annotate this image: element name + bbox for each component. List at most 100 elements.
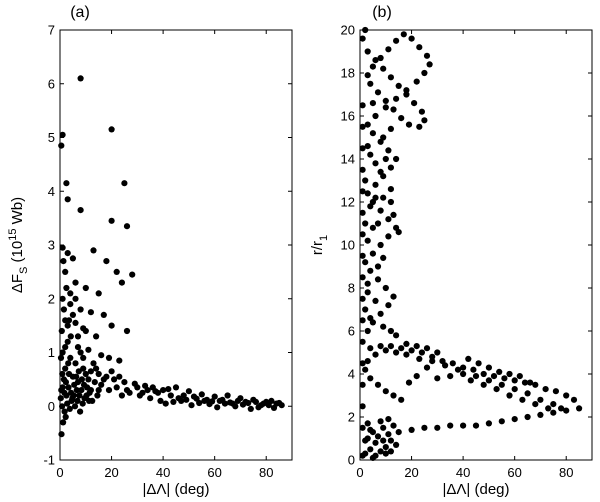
- data-point-a-25: [87, 309, 94, 316]
- data-point-a-73: [162, 400, 169, 407]
- data-point-b-17: [382, 450, 389, 457]
- data-point-a-102: [91, 379, 98, 386]
- data-point-b-148: [367, 80, 374, 87]
- data-point-a-38: [116, 357, 123, 364]
- data-point-b-2: [372, 439, 379, 446]
- data-point-b-180: [359, 123, 366, 130]
- data-point-a-124: [105, 387, 113, 394]
- data-point-a-176: [234, 397, 241, 404]
- data-point-a-147: [59, 370, 66, 378]
- panel-a-x-ticks: 0 20 40 60 80: [56, 30, 273, 480]
- data-point-b-141: [408, 35, 415, 42]
- y-tick-label: 12: [341, 195, 355, 210]
- data-point-b-93: [405, 379, 413, 386]
- data-point-b-75: [493, 386, 500, 393]
- data-point-a-4: [63, 180, 70, 187]
- data-point-b-66: [511, 386, 518, 393]
- data-point-b-9: [380, 424, 387, 431]
- data-point-a-129: [62, 344, 69, 351]
- data-point-a-126: [118, 392, 125, 399]
- data-point-b-210: [364, 143, 371, 150]
- y-tick-label: 1: [48, 345, 55, 360]
- data-point-b-100: [506, 370, 513, 378]
- data-point-b-181: [359, 102, 366, 109]
- data-point-a-120: [74, 379, 82, 386]
- data-point-b-60: [434, 375, 441, 382]
- data-point-b-29: [460, 422, 467, 429]
- data-point-b-173: [359, 274, 366, 281]
- x-tick-label: 0: [356, 465, 363, 480]
- data-point-a-164: [134, 384, 141, 391]
- data-point-a-171: [193, 395, 200, 402]
- panel-b-ylabel-sub: 1: [318, 235, 330, 241]
- data-point-b-103: [434, 349, 441, 356]
- data-point-b-206: [387, 198, 394, 206]
- data-point-b-185: [372, 297, 379, 304]
- data-point-b-190: [369, 224, 376, 231]
- data-point-b-117: [377, 241, 384, 249]
- data-point-b-101: [516, 373, 523, 380]
- data-point-b-145: [377, 54, 384, 62]
- data-point-b-205: [382, 155, 389, 163]
- y-tick-label: 20: [341, 23, 355, 38]
- data-point-b-20: [364, 420, 371, 427]
- y-tick-label: 0: [348, 453, 355, 468]
- data-point-a-158: [86, 397, 93, 404]
- data-point-a-170: [183, 396, 190, 403]
- panel-a-x-axis-label: |ΔΛ| (deg): [142, 481, 209, 498]
- data-point-b-89: [374, 381, 382, 388]
- x-tick-label: 60: [207, 465, 221, 480]
- data-point-a-107: [66, 405, 73, 412]
- data-point-a-47: [121, 379, 128, 386]
- data-point-b-44: [521, 379, 529, 386]
- data-point-a-41: [72, 360, 79, 367]
- data-point-a-72: [157, 397, 164, 404]
- data-point-b-40: [563, 392, 570, 399]
- data-point-a-0: [77, 75, 84, 82]
- data-point-b-131: [364, 121, 371, 128]
- data-point-b-24: [395, 429, 402, 436]
- data-point-b-144: [385, 46, 392, 53]
- data-point-a-12: [69, 255, 76, 262]
- data-point-b-116: [369, 250, 376, 257]
- data-point-a-23: [67, 301, 74, 308]
- data-point-a-150: [65, 384, 72, 391]
- data-point-b-81: [416, 355, 423, 362]
- data-point-b-191: [374, 220, 382, 227]
- data-point-b-197: [387, 125, 394, 132]
- data-point-b-139: [423, 52, 431, 59]
- data-point-a-130: [64, 322, 71, 329]
- data-point-a-111: [77, 408, 84, 415]
- data-point-b-38: [576, 405, 583, 412]
- y-tick-label: 2: [48, 291, 55, 306]
- data-point-a-6: [64, 196, 71, 203]
- data-point-a-81: [232, 403, 239, 410]
- y-tick-label: 3: [48, 238, 55, 253]
- data-point-a-106: [64, 400, 71, 407]
- data-point-a-179: [260, 400, 267, 407]
- panel-b-ylabel-main: r/r: [309, 241, 326, 255]
- data-point-a-138: [85, 376, 92, 383]
- data-point-a-19: [82, 284, 89, 292]
- data-point-b-82: [403, 351, 410, 358]
- data-point-b-80: [429, 358, 436, 365]
- x-tick-label: 40: [156, 465, 170, 480]
- data-point-b-121: [377, 207, 384, 214]
- data-point-b-95: [423, 364, 431, 371]
- data-point-b-143: [393, 37, 400, 44]
- data-point-a-152: [70, 392, 77, 399]
- data-point-a-35: [85, 346, 92, 353]
- data-point-b-39: [570, 396, 578, 403]
- panel-b-x-ticks: 0 20 40 60 80: [356, 30, 573, 480]
- x-tick-label: 20: [104, 465, 118, 480]
- x-tick-label: 20: [404, 465, 418, 480]
- data-point-b-135: [403, 87, 410, 94]
- data-point-a-153: [73, 373, 80, 380]
- data-point-b-102: [527, 379, 534, 386]
- data-point-a-110: [74, 397, 81, 404]
- data-point-b-158: [403, 91, 410, 98]
- data-point-b-48: [480, 370, 487, 378]
- data-point-b-94: [413, 373, 420, 380]
- data-point-a-95: [73, 387, 80, 394]
